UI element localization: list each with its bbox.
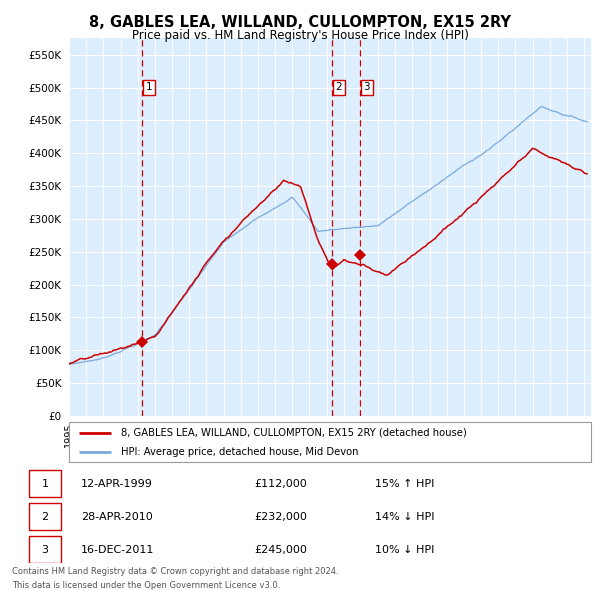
Text: £245,000: £245,000 bbox=[254, 545, 307, 555]
Text: 1: 1 bbox=[41, 478, 49, 489]
Text: 16-DEC-2011: 16-DEC-2011 bbox=[81, 545, 154, 555]
Text: 2: 2 bbox=[41, 512, 49, 522]
Text: 8, GABLES LEA, WILLAND, CULLOMPTON, EX15 2RY (detached house): 8, GABLES LEA, WILLAND, CULLOMPTON, EX15… bbox=[121, 428, 467, 438]
Text: HPI: Average price, detached house, Mid Devon: HPI: Average price, detached house, Mid … bbox=[121, 447, 359, 457]
FancyBboxPatch shape bbox=[29, 536, 61, 563]
Text: Price paid vs. HM Land Registry's House Price Index (HPI): Price paid vs. HM Land Registry's House … bbox=[131, 30, 469, 42]
Text: 14% ↓ HPI: 14% ↓ HPI bbox=[375, 512, 434, 522]
Text: 2: 2 bbox=[335, 83, 342, 93]
Text: 15% ↑ HPI: 15% ↑ HPI bbox=[375, 478, 434, 489]
Text: 28-APR-2010: 28-APR-2010 bbox=[81, 512, 153, 522]
Text: Contains HM Land Registry data © Crown copyright and database right 2024.: Contains HM Land Registry data © Crown c… bbox=[12, 567, 338, 576]
FancyBboxPatch shape bbox=[29, 503, 61, 530]
FancyBboxPatch shape bbox=[69, 421, 591, 463]
Text: 12-APR-1999: 12-APR-1999 bbox=[81, 478, 153, 489]
Text: 1: 1 bbox=[146, 83, 152, 93]
Text: 10% ↓ HPI: 10% ↓ HPI bbox=[375, 545, 434, 555]
Text: 3: 3 bbox=[41, 545, 49, 555]
Text: £232,000: £232,000 bbox=[254, 512, 307, 522]
Text: 3: 3 bbox=[364, 83, 370, 93]
Text: £112,000: £112,000 bbox=[254, 478, 307, 489]
FancyBboxPatch shape bbox=[29, 470, 61, 497]
Text: This data is licensed under the Open Government Licence v3.0.: This data is licensed under the Open Gov… bbox=[12, 581, 280, 589]
Text: 8, GABLES LEA, WILLAND, CULLOMPTON, EX15 2RY: 8, GABLES LEA, WILLAND, CULLOMPTON, EX15… bbox=[89, 15, 511, 30]
